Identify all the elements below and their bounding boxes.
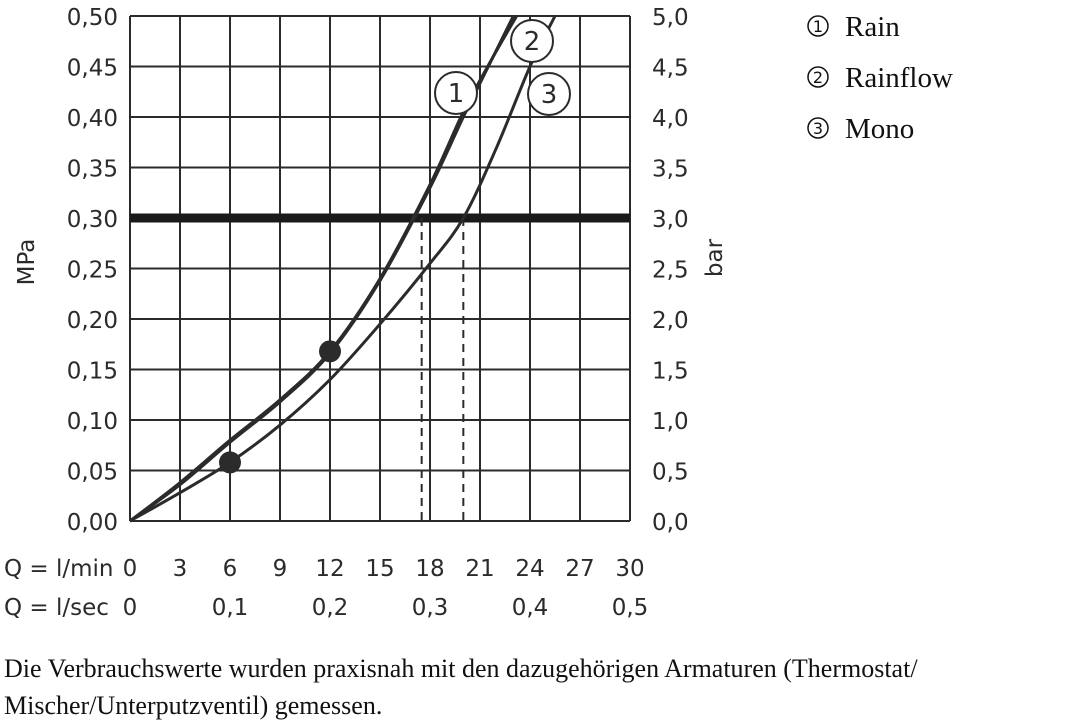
x-tick-lmin: 21 (465, 556, 494, 582)
y-axis-label-left: MPa (14, 239, 40, 286)
chart-legend: 1 Rain 2 Rainflow 3 Mono (807, 11, 953, 145)
y-tick-left: 0,20 (67, 308, 118, 334)
x-tick-lmin: 3 (173, 556, 188, 582)
x-tick-lmin: 12 (315, 556, 344, 582)
y-tick-right: 0,5 (652, 460, 689, 486)
y-tick-right: 1,0 (652, 409, 689, 435)
y-tick-right: 2,5 (652, 258, 689, 284)
legend-label: Mono (845, 113, 914, 145)
pressure-flow-chart: 123 0,000,050,100,150,200,250,300,350,40… (4, 5, 953, 621)
y-tick-right: 4,5 (652, 56, 689, 82)
y-tick-left: 0,25 (67, 258, 118, 284)
callout-circle-3 (527, 72, 571, 116)
y-tick-right: 1,5 (652, 359, 689, 385)
x-tick-lsec: 0,3 (412, 595, 449, 621)
y-tick-left: 0,00 (67, 510, 118, 536)
caption-text: Die Verbrauchswerte wurden praxisnah mit… (4, 654, 918, 720)
x-tick-lmin: 6 (223, 556, 238, 582)
legend-label: Rain (845, 11, 900, 43)
y-tick-right: 0,0 (652, 510, 689, 536)
x-tick-lsec: 0,5 (612, 595, 649, 621)
legend-marker-circle (807, 15, 829, 37)
x-tick-lsec: 0,4 (512, 595, 549, 621)
x-tick-lmin: 18 (415, 556, 444, 582)
legend-marker-number: 1 (813, 17, 823, 36)
y-tick-left: 0,50 (67, 5, 118, 31)
y-tick-left: 0,45 (67, 56, 118, 82)
series-callouts: 1 23 (434, 19, 571, 116)
legend-marker-circle (807, 66, 829, 88)
x-tick-lmin: 15 (365, 556, 394, 582)
callout-circle-1 (434, 71, 478, 115)
y-tick-left: 0,15 (67, 359, 118, 385)
chart-dots (219, 340, 341, 474)
legend-marker-number: 2 (813, 68, 823, 87)
y-tick-left: 0,40 (67, 106, 118, 132)
series-dot (219, 451, 241, 474)
x-tick-lmin: 24 (515, 556, 544, 582)
reference-lines (130, 213, 630, 521)
x-tick-lmin: 27 (565, 556, 594, 582)
y-tick-left: 0,35 (67, 157, 118, 183)
y-tick-left: 0,30 (67, 207, 118, 233)
x-tick-lmin: 9 (273, 556, 288, 582)
callout-circle-2 (510, 19, 554, 63)
y-tick-left: 0,10 (67, 409, 118, 435)
y-tick-left: 0,05 (67, 460, 118, 486)
x-tick-lsec: 0,2 (312, 595, 349, 621)
legend-label: Rainflow (845, 62, 953, 94)
y-tick-right: 2,0 (652, 308, 689, 334)
x-tick-lmin: 0 (123, 556, 138, 582)
x-tick-lsec: 0,1 (212, 595, 249, 621)
y-tick-right: 3,0 (652, 207, 689, 233)
callout-number-3: 3 (541, 80, 558, 110)
x-axis-label-lmin: Q = l/min (4, 556, 114, 582)
axis-labels: 0,000,050,100,150,200,250,300,350,400,45… (4, 5, 728, 621)
legend-marker-number: 3 (813, 119, 823, 138)
callout-number-2: 2 (524, 27, 541, 57)
x-tick-lmin: 30 (615, 556, 644, 582)
x-axis-label-lsec: Q = l/sec (4, 595, 109, 621)
series-dot (319, 340, 341, 363)
y-tick-right: 3,5 (652, 157, 689, 183)
y-tick-right: 4,0 (652, 106, 689, 132)
x-tick-lsec: 0 (123, 595, 138, 621)
y-tick-right: 5,0 (652, 5, 689, 31)
callout-number-1: 1 (448, 79, 465, 109)
y-axis-label-right: bar (702, 238, 728, 277)
legend-marker-circle (807, 117, 829, 139)
